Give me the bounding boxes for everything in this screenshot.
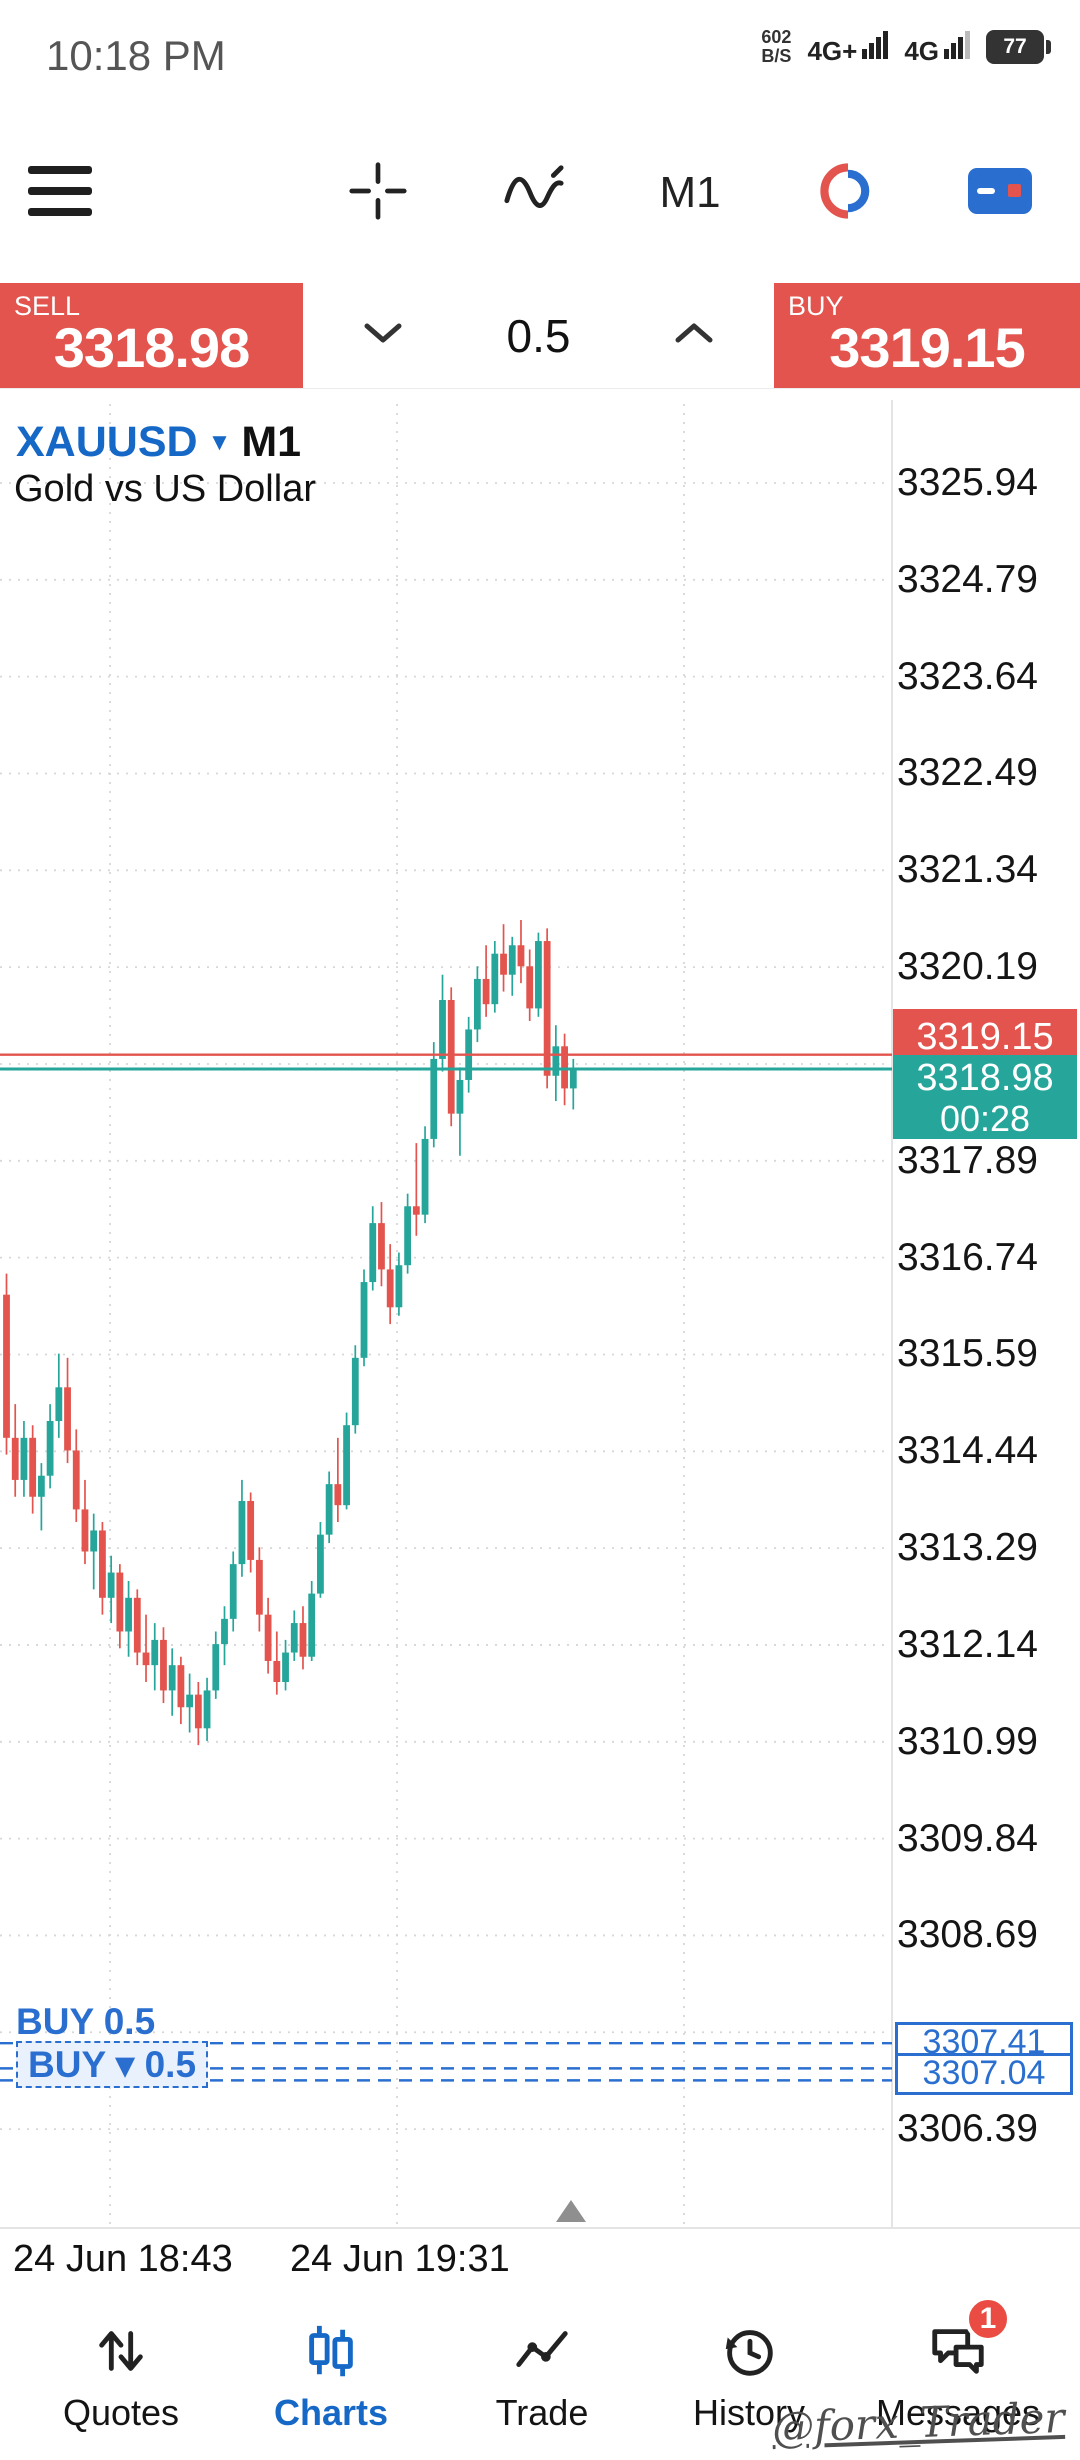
symbol-selector[interactable]: XAUUSD ▼ M1 bbox=[16, 418, 301, 467]
price-axis-label: 3317.89 bbox=[897, 1138, 1038, 1182]
time-axis[interactable]: 24 Jun 18:43 24 Jun 19:31 bbox=[0, 2230, 1080, 2286]
one-click-trading-panel: SELL 3318.98 0.5 BUY 3319.15 bbox=[0, 283, 1080, 389]
chevron-down-icon bbox=[363, 322, 403, 349]
price-axis-label: 3306.39 bbox=[897, 2107, 1038, 2151]
price-axis-label: 3313.29 bbox=[897, 1526, 1038, 1570]
clock-time: 10:18 PM bbox=[46, 32, 226, 79]
nav-item-history[interactable]: History bbox=[639, 2312, 859, 2434]
indicator-wave-icon bbox=[503, 160, 565, 227]
price-axis-label: 3320.19 bbox=[897, 945, 1038, 989]
price-axis-label: 3322.49 bbox=[897, 751, 1038, 795]
history-clock-icon bbox=[718, 2312, 780, 2390]
nav-item-trade[interactable]: Trade bbox=[432, 2312, 652, 2434]
quotes-arrows-icon bbox=[90, 2312, 152, 2390]
time-axis-label: 24 Jun 19:31 bbox=[290, 2238, 510, 2280]
price-axis-label: 3315.59 bbox=[897, 1332, 1038, 1376]
messages-chat-icon: 1 bbox=[927, 2296, 1011, 2390]
time-axis-label: 24 Jun 18:43 bbox=[13, 2238, 233, 2280]
signal-indicator-2: 4G bbox=[904, 30, 970, 64]
hamburger-icon bbox=[28, 165, 92, 221]
menu-button[interactable] bbox=[10, 140, 110, 246]
price-axis-label: 3325.94 bbox=[897, 461, 1038, 504]
signal-indicator-1: 4G+ bbox=[807, 30, 889, 64]
trade-widget-icon bbox=[968, 167, 1032, 219]
price-axis[interactable]: 3325.94 3324.79 3323.64 3322.49 3321.34 3320.… bbox=[897, 0, 1077, 2300]
symbol-dropdown-caret-icon: ▼ bbox=[207, 428, 232, 456]
crosshair-icon bbox=[348, 161, 408, 226]
battery-icon: 77 bbox=[986, 30, 1051, 64]
price-axis-label: 3324.79 bbox=[897, 557, 1038, 601]
symbol-name: XAUUSD bbox=[16, 418, 198, 466]
price-axis-label: 3312.14 bbox=[897, 1622, 1038, 1666]
buy-price: 3319.15 bbox=[829, 316, 1025, 379]
signal-bars-icon bbox=[944, 30, 970, 64]
watermark: @forx_Trader bbox=[771, 2392, 1066, 2453]
price-axis-label: 3323.64 bbox=[897, 654, 1038, 698]
price-axis-label: 3316.74 bbox=[897, 1235, 1038, 1279]
nav-item-messages[interactable]: 1 Messages bbox=[848, 2296, 1068, 2434]
volume-decrease-button[interactable] bbox=[303, 283, 463, 388]
price-axis-label: 3310.99 bbox=[897, 1719, 1038, 1763]
symbol-timeframe: M1 bbox=[241, 418, 302, 466]
chart-toolbar: M1 bbox=[0, 140, 1080, 246]
charts-candles-icon bbox=[300, 2312, 362, 2390]
price-axis-label: 3309.84 bbox=[897, 1816, 1038, 1860]
trade-line-icon bbox=[511, 2312, 573, 2390]
objects-button[interactable] bbox=[806, 140, 890, 246]
indicators-button[interactable] bbox=[486, 140, 582, 246]
buy-label: BUY bbox=[788, 291, 844, 321]
chevron-up-icon bbox=[674, 322, 714, 349]
price-axis-label: 3314.44 bbox=[897, 1429, 1038, 1473]
nav-item-quotes[interactable]: Quotes bbox=[11, 2312, 231, 2434]
symbol-description: Gold vs US Dollar bbox=[14, 468, 316, 510]
sell-button[interactable]: SELL 3318.98 bbox=[0, 283, 303, 388]
volume-increase-button[interactable] bbox=[614, 283, 774, 388]
signal-bars-icon bbox=[862, 30, 889, 64]
scroll-to-latest-button[interactable] bbox=[556, 2200, 586, 2222]
order-line-label-selected[interactable]: BUY ▾ 0.5 bbox=[16, 2041, 209, 2089]
status-bar: 10:18 PM 602 B/S 4G+ 4G 77 bbox=[0, 0, 1080, 120]
bid-price-box: 3318.98 00:28 bbox=[893, 1055, 1077, 1140]
price-axis-label: 3308.69 bbox=[897, 1913, 1038, 1957]
sell-price: 3318.98 bbox=[53, 316, 250, 379]
bar-countdown: 00:28 bbox=[939, 1098, 1031, 1140]
nav-item-charts[interactable]: Charts bbox=[221, 2312, 441, 2434]
bottom-navigation: Quotes Charts Trade History 1 Messag bbox=[0, 2296, 1080, 2460]
trade-panel-button[interactable] bbox=[952, 140, 1048, 246]
order-line-label[interactable]: BUY 0.5 bbox=[16, 2001, 156, 2043]
data-rate-indicator: 602 B/S bbox=[761, 27, 792, 66]
bid-price-value: 3318.98 bbox=[916, 1057, 1054, 1100]
volume-control: 0.5 bbox=[303, 283, 774, 388]
buy-button[interactable]: BUY 3319.15 bbox=[774, 283, 1080, 388]
price-axis-label: 3321.34 bbox=[897, 848, 1038, 892]
volume-value[interactable]: 0.5 bbox=[506, 309, 571, 362]
unread-badge: 1 bbox=[965, 2296, 1011, 2342]
crosshair-button[interactable] bbox=[330, 140, 426, 246]
timeframe-button[interactable]: M1 bbox=[640, 140, 740, 246]
sell-label: SELL bbox=[14, 291, 81, 321]
objects-circle-icon bbox=[819, 162, 877, 225]
order-price-box[interactable]: 3307.04 bbox=[895, 2053, 1073, 2096]
timeframe-label: M1 bbox=[659, 168, 721, 217]
